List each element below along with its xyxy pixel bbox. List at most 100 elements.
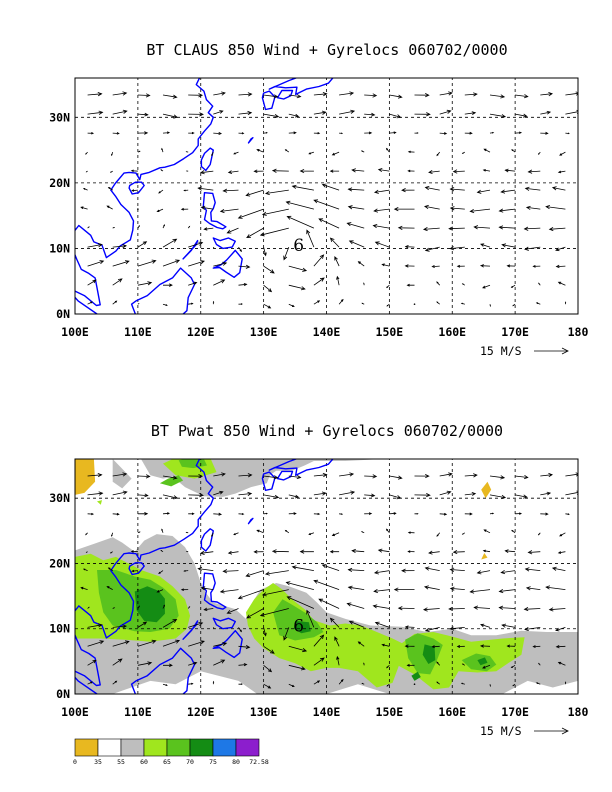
wind-vector [211,151,214,157]
x-tick-label: 130E [250,705,278,719]
wind-vector [284,529,290,534]
precip-water-region [481,481,492,499]
x-tick-label: 110E [124,325,152,339]
wind-vector [348,240,365,248]
wind-vector [357,641,365,647]
wind-vector [137,621,148,628]
wind-vector [357,261,365,267]
wind-vector [422,607,440,612]
wind-vector [162,238,178,248]
colorbar: 0 35 55 60 65 70 75 80 72.58 [73,738,269,766]
wind-vector [423,585,440,590]
wind-vector [238,512,245,516]
top-map-frame [74,77,579,315]
colorbar-label: 60 [140,758,148,766]
wind-vector [213,659,226,666]
wind-vector [211,532,214,537]
x-tick-label: 130E [250,325,278,339]
wind-vector [449,206,465,211]
top-gyre-marker: 6 [293,236,304,256]
wind-vector [288,474,302,480]
wind-vector [212,246,215,249]
wind-vector [188,661,198,666]
wind-vector [222,569,239,574]
wind-vector [288,265,308,272]
wind-vector [364,474,378,479]
wind-vector [510,284,516,288]
wind-vector [431,264,440,268]
coastline-shikoku [276,470,294,481]
wind-vector [188,131,195,135]
top-reference-label: 15 M/S [480,344,522,358]
wind-vector [364,93,378,98]
wind-vector [271,549,289,554]
wind-vector [389,475,403,480]
wind-vector [137,150,141,153]
wind-vector [506,264,516,268]
wind-vector [286,596,315,609]
wind-vector [540,92,553,97]
top-panel: BT CLAUS 850 Wind + Gyrelocs 060702/0000… [49,41,588,358]
wind-vector [156,208,164,212]
wind-vector [188,682,194,685]
wind-vector [439,132,448,135]
coastline-luzon [202,192,227,230]
bottom-map-frame [74,458,579,695]
coastline-visayas [212,237,236,250]
wind-vector [504,549,516,553]
wind-vector [137,474,151,479]
wind-vector [389,512,397,515]
wind-vector [213,91,226,96]
wind-vector [137,131,149,135]
wind-vector [372,224,390,229]
wind-vector [87,473,103,478]
wind-vector [386,683,390,687]
wind-vector [389,131,397,135]
wind-vector [338,298,344,305]
top-coastlines [75,78,334,314]
wind-vector [264,189,289,196]
wind-vector [473,225,491,230]
wind-vector [213,490,224,496]
wind-vector [313,132,321,135]
wind-vector [256,529,264,534]
wind-vector [253,169,264,173]
wind-vector [336,275,340,286]
wind-vector [329,550,340,554]
wind-vector [188,260,205,267]
colorbar-label: 72.58 [249,758,269,766]
wind-vector [464,473,478,478]
wind-vector [238,283,248,287]
wind-vector [464,131,473,135]
wind-vector [329,169,340,173]
wind-vector [483,148,491,153]
wind-vector [489,304,491,307]
wind-vector [540,512,549,516]
wind-vector [498,588,516,594]
wind-vector [288,303,295,307]
wind-vector [87,623,103,628]
wind-vector [413,303,416,305]
wind-vector [263,113,280,119]
wind-vector [227,170,239,174]
wind-vector [346,222,365,229]
wind-vector [85,551,88,553]
wind-vector [188,281,198,286]
wind-vector [112,227,116,229]
wind-vector [259,227,289,237]
wind-vector [545,205,566,210]
x-tick-label: 180 [568,705,589,719]
x-tick-label: 160E [438,325,466,339]
wind-vector [288,683,295,687]
wind-vector [137,259,157,267]
wind-vector [439,91,453,96]
wind-vector [137,511,149,516]
colorbar-swatch [235,738,260,757]
wind-vector [313,110,327,115]
wind-vector [162,259,181,267]
wind-vector [291,184,314,191]
wind-vector [237,589,264,600]
wind-vector [469,208,491,214]
wind-vector [448,606,465,611]
wind-vector [372,604,390,609]
